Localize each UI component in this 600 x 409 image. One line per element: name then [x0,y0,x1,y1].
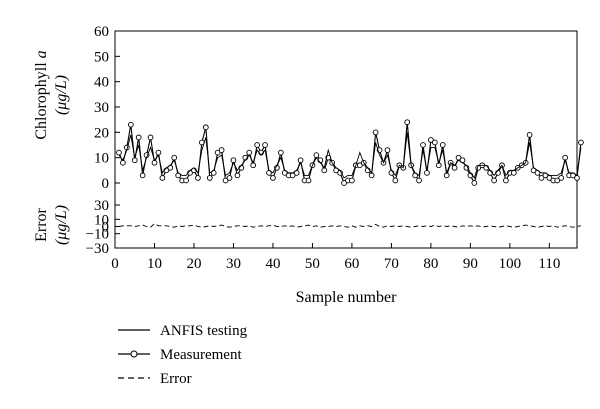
measurement-point [270,175,276,181]
x-tick-label: 50 [305,256,320,272]
y-axis-label-lower-unit: (μg/L) [53,205,70,245]
measurement-point [139,172,146,179]
x-tick-label: 20 [186,256,201,272]
measurement-point [183,177,189,184]
y-tick-label-lower: 30 [94,198,109,214]
measurement-point [431,139,438,146]
measurement-point [254,142,261,148]
measurement-point [471,180,478,186]
measurement-point [214,149,221,156]
x-ticks: 0 10 20 30 40 50 60 70 80 90 100 110 [111,243,560,272]
series-layer [116,119,584,228]
measurement-point [538,175,545,181]
measurement-point [510,170,517,176]
y-axis-label-upper-text: Chlorophyll [33,58,50,139]
series-line-anfis-testing [118,132,582,179]
x-tick-label: 80 [423,256,438,272]
measurement-point [195,175,201,181]
measurement-point [554,177,561,184]
measurement-point [420,142,426,148]
measurement-point [321,167,328,174]
y-tick-label-upper: 50 [94,49,109,65]
measurement-point [246,149,253,156]
measurement-point [155,149,162,156]
y-tick-label-upper: 10 [94,151,109,167]
x-tick-label: 60 [344,256,359,272]
measurement-point [392,177,399,184]
legend-label-measurement: Measurement [160,347,242,363]
y-tick-label-upper: 40 [94,75,109,91]
y-axis-label-upper-unit: (μg/L) [53,75,70,115]
x-tick-label: 110 [538,256,560,272]
measurement-point [171,154,178,161]
y-tick-label-lower: 0 [102,220,110,236]
measurement-point [578,139,584,146]
x-tick-label: 0 [111,256,119,272]
measurement-point [491,177,497,184]
plot-frame [114,30,578,249]
legend-marker-measurement [130,350,138,358]
y-tick-label-upper: 60 [94,24,109,40]
x-tick-label: 100 [499,256,522,272]
y-tick-label-lower: −10 [86,227,109,243]
measurement-point [135,134,142,141]
measurement-point [384,147,391,153]
measurement-point [202,124,209,131]
measurement-point [368,172,375,179]
measurement-point [127,121,134,128]
measurement-point [131,157,138,164]
measurement-point [222,177,229,184]
y-axis-label-upper: Chlorophyll a [33,50,50,139]
measurement-point [151,159,158,166]
x-tick-label: 10 [147,256,162,272]
measurement-point [313,152,320,158]
legend-label-error: Error [160,371,192,387]
measurement-point [341,180,347,186]
y-axis-label-upper-var: a [33,50,50,58]
y-ticks-upper: 0 10 20 30 40 50 60 [94,24,120,192]
measurement-point [262,142,268,148]
measurement-point [234,172,241,179]
measurement-point [159,175,166,181]
measurement-point [416,177,422,184]
legend: ANFIS testing Measurement Error [118,323,248,387]
x-tick-label: 70 [384,256,399,272]
measurement-point [116,149,122,156]
measurement-point [526,132,533,138]
measurement-point [120,159,126,166]
measurement-point [451,164,458,171]
measurement-point [349,177,355,184]
measurement-point [439,142,446,148]
measurement-point [424,170,430,176]
measurement-point [218,147,225,153]
measurement-point [574,175,580,181]
measurement-point [558,175,565,181]
measurement-point [206,175,213,181]
measurement-point [372,129,379,136]
y-tick-label-upper: 20 [94,125,109,141]
series-line-error [118,223,582,228]
measurement-point [503,177,509,184]
measurement-point [404,119,411,126]
measurement-point [147,134,154,141]
y-tick-label-upper: 30 [94,100,109,116]
x-tick-label: 90 [463,256,478,272]
y-tick-label-upper: 0 [102,176,110,192]
y-tick-label-lower: 10 [94,212,109,228]
y-axis-label-lower: Error [33,207,50,241]
measurement-point [428,137,434,143]
x-tick-label: 40 [265,256,280,272]
y-tick-label-lower: −30 [86,241,109,257]
legend-label-anfis: ANFIS testing [160,323,248,339]
measurement-point [305,177,312,184]
measurement-point [226,175,233,181]
x-axis-label: Sample number [296,289,398,306]
measurement-point [356,162,363,169]
measurement-point [277,149,284,156]
x-tick-label: 30 [226,256,241,272]
